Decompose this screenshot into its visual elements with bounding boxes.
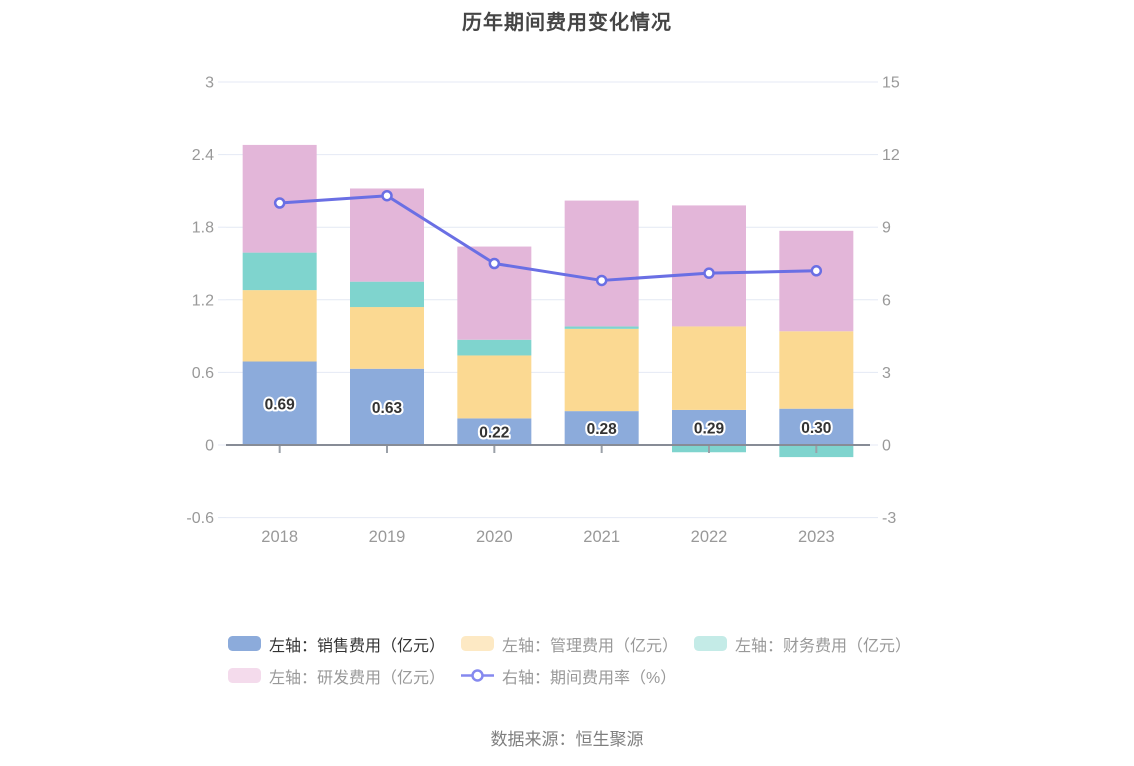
- x-axis-label: 2020: [476, 528, 513, 546]
- legend-item-sales-expense[interactable]: 左轴：销售费用（亿元）: [228, 632, 461, 656]
- line-marker-2019: [381, 189, 393, 202]
- bar-segment-admin-expense-2018: [242, 290, 317, 362]
- bar-value-label: 0.29: [694, 420, 725, 437]
- bar-segment-admin-expense-2019: [350, 307, 424, 369]
- bar-segment-rnd-expense-2019: [350, 188, 424, 282]
- bar-segment-finance-expense-2020: [457, 339, 532, 356]
- legend-label: 左轴：研发费用（亿元）: [269, 669, 446, 687]
- bar-segment-admin-expense-2023: [779, 331, 854, 409]
- line-marker-2022: [703, 267, 715, 279]
- left-axis-label: -0.6: [186, 510, 214, 527]
- data-source-caption: 数据来源：恒生聚源: [490, 730, 644, 749]
- bar-segment-sales-expense-2021: [564, 411, 639, 445]
- bar-segment-rnd-expense-2023: [779, 230, 854, 332]
- legend-swatch-icon: [228, 668, 261, 683]
- bar-segment-admin-expense-2020: [457, 355, 532, 419]
- x-axis-label: 2018: [261, 528, 298, 546]
- bar-segment-sales-expense-2018: [242, 361, 317, 445]
- legend-swatch-icon: [228, 636, 261, 651]
- legend-label: 左轴：管理费用（亿元）: [502, 637, 679, 655]
- left-axis-label: 0: [205, 438, 214, 455]
- left-axis-label: 1.2: [192, 292, 214, 309]
- bar-segment-sales-expense-2022: [672, 409, 746, 445]
- bar-segment-sales-expense-2019: [350, 368, 424, 445]
- bar-segment-sales-expense-2023: [779, 408, 854, 445]
- legend-item-expense-ratio[interactable]: 右轴：期间费用率（%）: [461, 664, 694, 688]
- left-axis-label: 1.8: [192, 220, 214, 237]
- bar-segment-rnd-expense-2022: [672, 205, 746, 327]
- right-axis-label: 0: [882, 438, 891, 455]
- right-axis-label: -3: [882, 510, 896, 527]
- bar-segment-finance-expense-2021: [564, 326, 639, 329]
- left-axis-label: 2.4: [192, 147, 214, 164]
- legend-swatch-icon: [461, 636, 494, 651]
- right-axis-label: 6: [882, 292, 891, 309]
- line-marker-2021: [595, 274, 608, 287]
- chart-legend-row-2: 左轴：研发费用（亿元） 右轴：期间费用率（%）: [228, 667, 694, 687]
- left-axis-label: 0.6: [192, 365, 214, 382]
- x-axis-label: 2023: [798, 528, 835, 546]
- bar-segment-sales-expense-2020: [457, 418, 532, 445]
- bar-value-label: 0.28: [587, 421, 618, 438]
- right-axis-label: 15: [882, 75, 900, 92]
- legend-label: 右轴：期间费用率（%）: [502, 669, 677, 687]
- x-axis-label: 2019: [369, 528, 406, 546]
- bar-segment-admin-expense-2021: [564, 328, 639, 412]
- bar-value-label: 0.69: [265, 396, 296, 413]
- line-marker-2018: [273, 197, 286, 209]
- legend-swatch-icon: [694, 636, 727, 651]
- bar-segment-finance-expense-2018: [242, 252, 317, 291]
- legend-label: 左轴：财务费用（亿元）: [735, 637, 912, 655]
- bar-value-label: 0.30: [801, 420, 831, 437]
- chart-title: 历年期间费用变化情况: [462, 12, 672, 34]
- x-axis-label: 2022: [691, 528, 728, 546]
- right-axis-label: 3: [882, 365, 891, 382]
- chart-legend-row-1: 左轴：销售费用（亿元） 左轴：管理费用（亿元） 左轴：财务费用（亿元）: [228, 635, 927, 655]
- bar-segment-rnd-expense-2021: [564, 200, 639, 327]
- bar-segment-finance-expense-2019: [350, 281, 424, 308]
- left-axis-label: 3: [205, 75, 214, 92]
- legend-item-admin-expense[interactable]: 左轴：管理费用（亿元）: [461, 632, 694, 656]
- bar-segment-admin-expense-2022: [672, 326, 746, 410]
- bar-value-label: 0.22: [479, 425, 509, 442]
- line-series-expense-ratio: [278, 194, 818, 282]
- x-axis-label: 2021: [583, 528, 620, 546]
- line-marker-2023: [810, 265, 823, 277]
- legend-item-rnd-expense[interactable]: 左轴：研发费用（亿元）: [228, 664, 461, 688]
- bar-value-label: 0.63: [372, 400, 403, 417]
- legend-item-finance-expense[interactable]: 左轴：财务费用（亿元）: [694, 632, 927, 656]
- line-marker-2020: [488, 257, 501, 270]
- right-axis-label: 9: [882, 220, 891, 237]
- right-axis-label: 12: [882, 147, 900, 164]
- legend-label: 左轴：销售费用（亿元）: [269, 637, 446, 655]
- line-series-icon: [461, 668, 494, 683]
